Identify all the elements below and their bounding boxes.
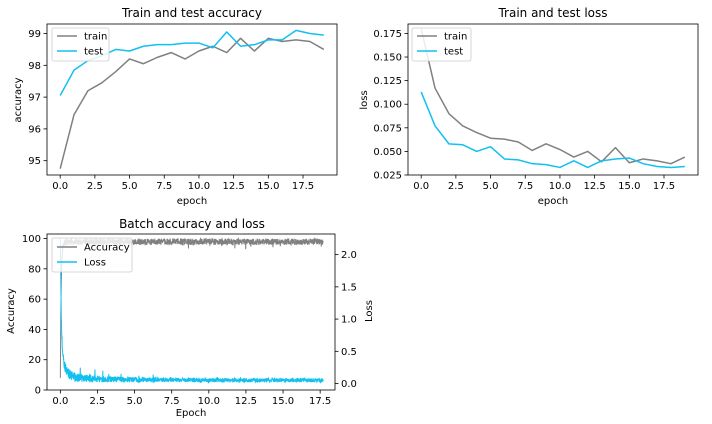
batch-chart-legend: Accuracy Loss: [51, 237, 133, 273]
y-tick-label: 0.050: [373, 147, 402, 158]
y-tick-label: 0.100: [373, 100, 402, 111]
x-tick-label: 12.5: [235, 396, 257, 407]
y-tick-label: 0.125: [373, 76, 402, 87]
y-tick-label-right: 1.0: [341, 315, 357, 326]
y-tick-label: 0.150: [373, 53, 402, 64]
y-tick-label-left: 20: [28, 355, 41, 366]
y-tick-label-left: 40: [28, 325, 41, 336]
x-tick-label: 5.0: [122, 181, 138, 192]
y-tick-label-right: 1.5: [341, 282, 357, 293]
loss-chart-frame: [407, 23, 699, 176]
batch-chart-ylabel-right: Loss: [364, 300, 375, 322]
y-tick-label: 96: [28, 124, 41, 135]
batch-chart-ylabel-left: Accuracy: [6, 288, 17, 334]
x-tick-label: 17.5: [653, 181, 675, 192]
loss-chart-legend: train test: [411, 27, 472, 62]
batch-chart: Batch accuracy and loss 0.0 2.5 5.0 7.5 10.0…: [6, 217, 375, 419]
x-tick-label: 7.5: [164, 396, 180, 407]
loss-chart: Train and test loss 0.0 2.5 5.0 7.5 10.0 12.5…: [359, 6, 699, 207]
accuracy-chart-title: Train and test accuracy: [121, 6, 262, 20]
legend-label-loss: Loss: [84, 258, 106, 269]
loss-chart-title: Train and test loss: [497, 6, 607, 20]
y-tick-label-right: 2.0: [341, 250, 357, 261]
y-tick-label: 0.175: [373, 29, 402, 40]
loss-chart-ylabel: loss: [359, 90, 370, 109]
batch-chart-frame: [46, 233, 336, 391]
x-tick-label: 2.5: [448, 181, 464, 192]
x-tick-label: 2.5: [90, 396, 106, 407]
loss-chart-xlabel: epoch: [538, 196, 568, 207]
y-tick-label-left: 80: [28, 264, 41, 275]
legend-label-accuracy: Accuracy: [84, 243, 130, 254]
accuracy-chart-frame: [46, 23, 338, 176]
y-tick-label: 0.075: [373, 123, 402, 134]
x-tick-label: 7.5: [156, 181, 172, 192]
y-tick-label: 99: [28, 29, 41, 40]
x-tick-label: 10.0: [198, 396, 220, 407]
x-tick-label: 5.0: [127, 396, 143, 407]
y-tick-label: 98: [28, 61, 41, 72]
legend-label-test: test: [84, 47, 103, 58]
x-tick-label: 12.5: [222, 181, 244, 192]
y-tick-label-right: 0.5: [341, 347, 357, 358]
series-line-loss: [59, 238, 324, 384]
legend-label-train: train: [84, 32, 107, 43]
x-tick-label: 5.0: [483, 181, 499, 192]
x-tick-label: 15.0: [257, 181, 279, 192]
y-tick-label: 0.025: [373, 171, 402, 182]
x-tick-label: 0.0: [52, 396, 68, 407]
series-line-test: [420, 91, 685, 169]
x-tick-label: 0.0: [413, 181, 429, 192]
y-tick-label-left: 60: [28, 295, 41, 306]
series-line-train: [59, 37, 325, 169]
legend-label-test: test: [444, 47, 463, 58]
legend-label-train: train: [444, 32, 467, 43]
x-tick-label: 12.5: [583, 181, 605, 192]
x-tick-label: 17.5: [309, 396, 331, 407]
series-line-train: [420, 28, 686, 165]
x-tick-label: 10.0: [188, 181, 210, 192]
x-tick-label: 17.5: [292, 181, 314, 192]
y-tick-label-left: 0: [35, 386, 41, 397]
x-tick-label: 7.5: [517, 181, 533, 192]
accuracy-chart: Train and test accuracy 0.0 2.5 5.0 7.5 10.0…: [13, 6, 338, 207]
x-tick-label: 0.0: [52, 181, 68, 192]
batch-chart-title: Batch accuracy and loss: [119, 217, 265, 231]
y-tick-label-right: 0.0: [341, 379, 357, 390]
accuracy-chart-xlabel: epoch: [177, 196, 207, 207]
y-tick-label: 97: [28, 93, 41, 104]
accuracy-chart-legend: train test: [51, 27, 110, 62]
x-tick-label: 10.0: [549, 181, 571, 192]
accuracy-chart-ylabel: accuracy: [13, 77, 24, 122]
x-tick-label: 15.0: [272, 396, 294, 407]
y-tick-label-left: 100: [22, 234, 41, 245]
loss-chart-plot-area: [420, 28, 686, 169]
batch-chart-xlabel: Epoch: [176, 408, 207, 419]
x-tick-label: 2.5: [87, 181, 103, 192]
x-tick-label: 15.0: [618, 181, 640, 192]
y-tick-label: 95: [28, 156, 41, 167]
